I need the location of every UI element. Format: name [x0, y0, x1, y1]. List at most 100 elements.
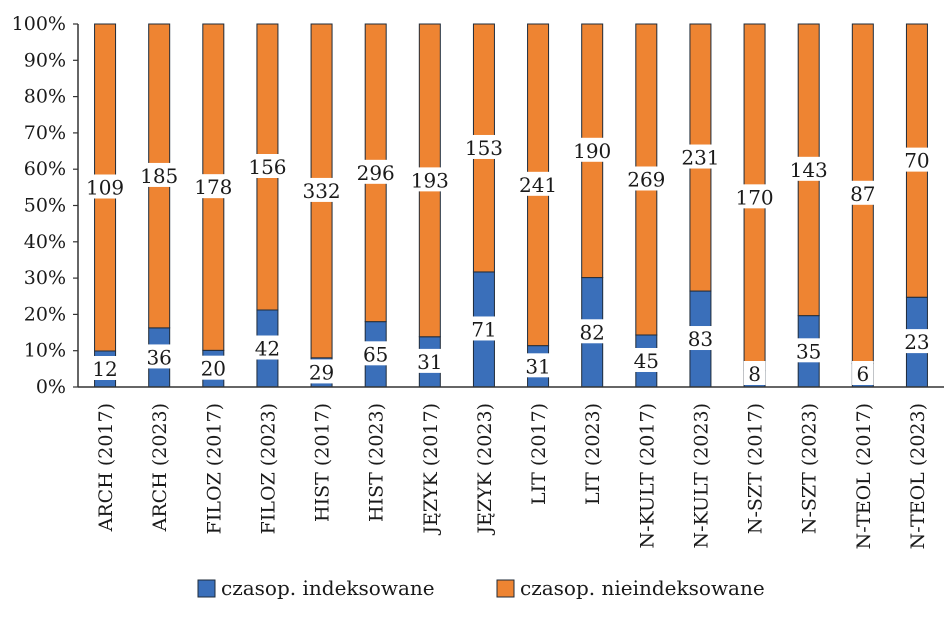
- data-label-indexed-group: 42: [250, 335, 284, 361]
- data-label-background: [299, 177, 344, 202]
- data-label-background: [196, 355, 230, 380]
- x-axis: ARCH (2017) ARCH (2023) FILOZ (2017) FILOZ …: [78, 386, 944, 549]
- x-category-label: N-SZT (2023): [799, 403, 821, 534]
- data-label-indexed: 31: [525, 354, 550, 378]
- x-category-label: FILOZ (2023): [257, 403, 279, 534]
- data-label-background: [569, 137, 615, 162]
- data-label-background: [88, 356, 122, 380]
- data-label-indexed: 65: [363, 342, 388, 366]
- data-label-background: [413, 348, 447, 373]
- data-label-nonindexed: 296: [357, 161, 395, 185]
- x-category-label: N-SZT (2017): [745, 403, 767, 534]
- data-label-nonindexed-group: 170: [732, 184, 777, 209]
- data-label-background: [846, 180, 880, 205]
- data-label-nonindexed-group: 143: [786, 156, 831, 182]
- data-label-nonindexed: 143: [790, 158, 828, 182]
- bars: [94, 23, 928, 388]
- data-label-indexed: 35: [796, 339, 821, 363]
- data-label-indexed: 23: [904, 330, 929, 354]
- data-label-indexed: 12: [92, 357, 117, 381]
- data-label-background: [521, 353, 555, 378]
- data-label-nonindexed-group: 109: [82, 174, 128, 200]
- data-label-nonindexed-group: 193: [407, 167, 453, 192]
- data-label-indexed: 6: [856, 362, 869, 386]
- data-label-indexed-group: 23: [900, 329, 934, 354]
- data-label-background: [743, 361, 766, 385]
- x-category-label: FILOZ (2017): [203, 403, 225, 534]
- y-tick-label: 90%: [24, 49, 66, 71]
- data-label-indexed-group: 45: [629, 347, 663, 373]
- x-category-label: N-TEOL (2023): [907, 403, 929, 549]
- data-label-indexed-group: 65: [359, 341, 393, 366]
- data-label-nonindexed-group: 296: [353, 159, 398, 185]
- data-label-nonindexed-group: 185: [136, 162, 182, 188]
- data-label-indexed: 20: [201, 357, 226, 381]
- data-label-background: [353, 159, 398, 184]
- data-label-indexed-group: 35: [792, 338, 826, 363]
- data-label-background: [575, 319, 609, 344]
- data-label-nonindexed-group: 178: [191, 174, 236, 199]
- data-label-indexed-group: 31: [413, 348, 447, 374]
- data-labels: 12 109 36 185 20 178 42 156 29 332 65 296 31 193 71 153…: [82, 134, 934, 386]
- data-label-background: [900, 329, 934, 354]
- data-label-nonindexed: 241: [519, 173, 557, 197]
- data-label-indexed-group: 36: [142, 344, 176, 369]
- y-tick-label: 0%: [36, 376, 66, 398]
- data-label-indexed-group: 31: [521, 353, 555, 378]
- data-label-nonindexed: 170: [735, 185, 773, 209]
- data-label-nonindexed-group: 70: [900, 147, 934, 173]
- x-category-label: JĘZYK (2017): [420, 403, 442, 536]
- data-label-nonindexed-group: 156: [245, 154, 290, 179]
- x-category-label: ARCH (2017): [95, 403, 117, 532]
- data-label-background: [250, 335, 284, 360]
- legend-swatch-indexed: [197, 579, 216, 598]
- data-label-background: [900, 147, 934, 172]
- legend-item: czasop. nieindeksowane: [496, 576, 765, 600]
- data-label-nonindexed-group: 190: [569, 137, 615, 163]
- data-label-indexed: 71: [471, 317, 496, 341]
- x-category-label: N-KULT (2023): [690, 403, 712, 549]
- y-axis: 0% 10% 20% 30% 40% 50% 60% 70% 80% 90% 100%: [12, 13, 79, 398]
- data-label-nonindexed: 269: [627, 167, 665, 191]
- x-category-label: N-KULT (2017): [636, 403, 658, 549]
- data-label-background: [191, 174, 236, 199]
- data-label-background: [678, 144, 723, 169]
- data-label-nonindexed: 231: [681, 146, 719, 170]
- data-label-nonindexed: 185: [140, 164, 178, 188]
- data-label-nonindexed: 178: [194, 175, 232, 199]
- legend: czasop. indeksowane czasop. nieindeksowan…: [197, 576, 765, 600]
- legend-label-nonindexed: czasop. nieindeksowane: [520, 576, 765, 600]
- data-label-indexed: 42: [255, 337, 280, 361]
- y-tick-label: 100%: [12, 13, 66, 35]
- y-tick-label: 30%: [24, 267, 66, 289]
- data-label-indexed: 8: [748, 362, 761, 386]
- data-label-nonindexed: 153: [465, 136, 503, 160]
- data-label-indexed-group: 71: [467, 316, 501, 341]
- data-label-background: [624, 166, 669, 191]
- data-label-nonindexed: 193: [411, 168, 449, 192]
- y-tick-label: 50%: [24, 195, 66, 217]
- data-label-background: [245, 154, 290, 178]
- data-label-indexed: 29: [309, 360, 334, 384]
- data-label-nonindexed-group: 87: [846, 180, 880, 206]
- data-label-nonindexed-group: 332: [299, 177, 344, 203]
- legend-swatch-nonindexed: [496, 579, 515, 598]
- data-label-background: [683, 326, 717, 351]
- data-label-indexed: 83: [688, 327, 713, 351]
- legend-label-indexed: czasop. indeksowane: [221, 576, 435, 600]
- y-tick-label: 40%: [24, 231, 66, 253]
- x-category-label: LIT (2017): [528, 403, 550, 505]
- data-label-indexed: 45: [634, 349, 659, 373]
- data-label-indexed: 31: [417, 350, 442, 374]
- y-tick-label: 20%: [24, 303, 66, 325]
- data-label-indexed-group: 29: [305, 359, 339, 384]
- data-label-background: [305, 359, 339, 384]
- data-label-background: [359, 341, 393, 366]
- x-category-label: HIST (2023): [366, 403, 388, 522]
- data-label-background: [136, 162, 182, 187]
- x-category-label: LIT (2023): [582, 403, 604, 505]
- y-tick-label: 80%: [24, 86, 66, 108]
- data-label-background: [142, 344, 176, 369]
